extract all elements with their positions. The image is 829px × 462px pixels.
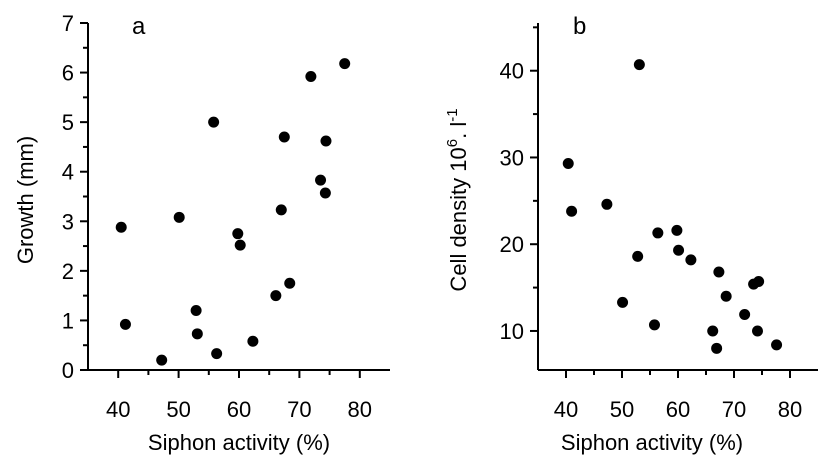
panel-b-ticks: 40 50 60 70 80 10 20 30 40 <box>500 26 802 422</box>
panel-b-x-tick-label: 70 <box>722 397 746 422</box>
panel-b-x-tick-label: 80 <box>778 397 802 422</box>
panel-b-y-axis-label: Cell density 106. l-1 <box>444 108 471 291</box>
panel-b-y-axis-label-text: Cell density 10 <box>446 147 471 291</box>
panel-a-data-point <box>191 328 203 340</box>
panel-b-data-point <box>566 205 578 217</box>
panel-b-y-tick-label: 10 <box>500 319 524 344</box>
panel-b-data-point <box>652 227 664 239</box>
panel-a-data-point <box>119 318 131 330</box>
panel-a-y-tick-label: 7 <box>62 11 74 36</box>
panel-b-data-point <box>633 59 645 71</box>
panel-a-x-tick-label: 60 <box>227 397 251 422</box>
panel-b-data-point <box>617 296 629 308</box>
panel-b-data-point <box>752 325 764 337</box>
panel-a-letter: a <box>132 13 146 40</box>
panel-a-data-point <box>190 305 202 317</box>
panel-b-y-tick-label: 40 <box>500 59 524 84</box>
panel-b-data-point <box>648 319 660 331</box>
panel-b-data-point <box>562 158 574 170</box>
panel-b-letter: b <box>573 13 586 40</box>
panel-b-y-tick-label: 20 <box>500 232 524 257</box>
panel-a-data-point <box>315 174 327 186</box>
panel-a-x-tick-label: 50 <box>166 397 190 422</box>
panel-b-y-axis-label-unit: . l <box>446 122 471 139</box>
panel-a-x-tick-label: 40 <box>106 397 130 422</box>
panel-a-data-point <box>232 228 244 240</box>
panel-a-data-point <box>270 290 282 302</box>
panel-a-y-axis-label: Growth (mm) <box>13 136 38 264</box>
panel-a-axes <box>87 23 390 371</box>
panel-b-y-axis-label-unit-exponent: -1 <box>444 108 461 121</box>
panel-a-data-point <box>211 348 223 360</box>
panel-a-x-tick-label: 80 <box>348 397 372 422</box>
panel-b-data-point <box>739 308 751 320</box>
panel-a-x-tick-label: 70 <box>287 397 311 422</box>
panel-a-y-tick-label: 0 <box>62 358 74 383</box>
panel-a-y-tick-label: 4 <box>62 160 74 185</box>
panel-a-y-tick-label: 6 <box>62 61 74 86</box>
panel-a-data-point <box>247 335 259 347</box>
panel-a-y-tick-label: 5 <box>62 110 74 135</box>
panel-a-data-point <box>320 135 332 147</box>
panel-b-y-axis-label-exponent: 6 <box>444 139 461 147</box>
panel-a-data-point <box>173 211 185 223</box>
panel-a-x-axis-label: Siphon activity (%) <box>148 430 330 455</box>
panel-b-y-tick-label: 30 <box>500 145 524 170</box>
panel-b-data-point <box>601 198 613 210</box>
panel-a-data-point <box>115 221 127 233</box>
panel-b-data-point <box>707 325 719 337</box>
panel-a-data-point <box>208 116 220 128</box>
panel-a-data-point <box>284 277 296 289</box>
panel-b-x-axis-label: Siphon activity (%) <box>561 430 743 455</box>
panel-b-data-point <box>671 224 683 236</box>
panel-a-data-point <box>319 187 331 199</box>
panel-b-data-point <box>753 276 765 288</box>
panel-b-x-tick-label: 40 <box>554 397 578 422</box>
panel-b-data-point <box>711 342 723 354</box>
panel-b-data-point <box>713 266 725 278</box>
panel-b-axes <box>537 23 818 371</box>
panel-a-y-tick-label: 2 <box>62 259 74 284</box>
panel-a-data-point <box>305 71 317 83</box>
panel-a-ticks: 40 50 60 70 80 0 1 2 3 4 5 6 7 <box>62 11 372 422</box>
panel-b-data-point <box>632 250 644 262</box>
panel-a-y-tick-label: 3 <box>62 209 74 234</box>
panel-b-data-point <box>771 339 783 351</box>
panel-a-data-point <box>339 58 351 70</box>
panel-b-points <box>562 59 783 354</box>
panel-b-data-point <box>720 290 732 302</box>
panel-b-scatter-plot: 40 50 60 70 80 10 20 30 40 b Siphon activity (%)… <box>444 13 818 455</box>
panel-a-data-point <box>156 354 168 366</box>
panel-a-data-point <box>234 239 246 251</box>
panel-b-data-point <box>685 254 697 266</box>
panel-a-y-tick-label: 1 <box>62 308 74 333</box>
panel-a-data-point <box>278 131 290 143</box>
panel-a-points <box>115 58 351 366</box>
panel-a-data-point <box>275 204 287 216</box>
panel-b-x-tick-label: 60 <box>666 397 690 422</box>
panel-a-scatter-plot: 40 50 60 70 80 0 1 2 3 4 5 6 7 a Siphon activity (%)… <box>13 11 390 455</box>
panel-b-data-point <box>673 244 685 256</box>
panel-b-x-tick-label: 50 <box>610 397 634 422</box>
